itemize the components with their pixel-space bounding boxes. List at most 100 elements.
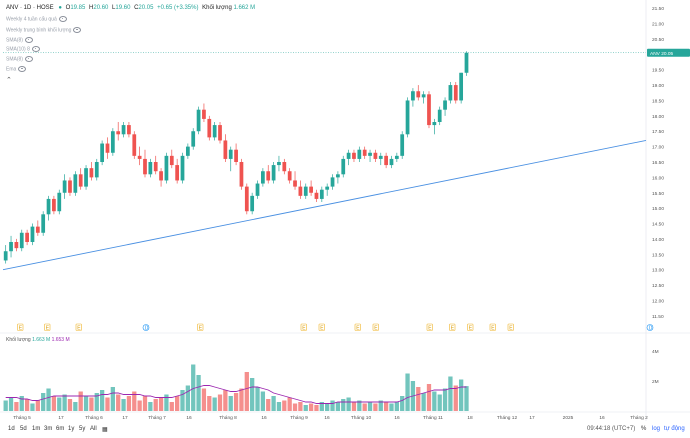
eye-icon[interactable] [58,16,67,22]
candle [94,158,99,181]
earnings-marker [426,323,433,331]
auto-toggle[interactable]: tự động [664,426,685,432]
trendline [2,140,647,271]
candle [19,229,24,252]
candle [218,122,222,144]
candle [346,149,351,166]
timeframe-1y[interactable]: 1y [68,426,75,432]
candle [373,149,378,162]
indicator-row-1[interactable]: Weekly 4 tuần cấu quá [6,16,67,22]
candle-body [303,186,308,196]
volume-bar [325,403,330,411]
eye-icon[interactable] [24,37,33,43]
event-marker-label: E [77,326,81,332]
volume-bar [196,375,201,411]
volume-bar [158,397,164,411]
candle-body [84,168,88,187]
timeframe-5d[interactable]: 5d [20,426,27,432]
eye-icon[interactable] [18,66,27,72]
indicator-row-6[interactable]: Ema [6,66,27,72]
indicator-row-5[interactable]: SMA(8) [6,56,33,62]
candle-body [94,162,99,178]
dividend-marker [646,324,654,331]
price-tick-label: 14.50 [652,222,664,228]
candle-body [400,134,405,156]
volume-bar [62,394,67,411]
earnings-marker [354,323,361,331]
candle [121,122,126,138]
volume-tick-label: 2M [652,379,659,385]
candle [293,171,297,190]
timeframe-3m[interactable]: 3m [44,426,53,432]
eye-icon[interactable] [73,27,82,33]
candle-body [266,171,271,181]
candle-body [218,125,222,141]
volume-bar [67,399,73,411]
candle-body [62,180,67,193]
timeframe-all[interactable]: All [90,426,97,432]
candle-body [41,214,46,233]
time-tick-label: 16 [186,415,192,421]
candle [400,131,405,159]
time-tick-label: 16 [599,415,605,421]
candle [35,220,40,236]
price-tick-label: 13.50 [652,252,664,258]
volume-bar [175,396,180,411]
log-toggle[interactable]: log [652,426,661,432]
candle [148,158,153,178]
volume-bar [24,399,30,411]
candle-body [148,162,153,175]
candle [448,82,453,104]
earnings-marker [197,323,204,331]
volume-bar [271,396,276,411]
timeframe-1m[interactable]: 1m [32,426,41,432]
candle [378,152,383,166]
candle-body [368,152,372,156]
candle-body [121,125,126,135]
timeframe-1d[interactable]: 1d [8,426,15,432]
candle [389,155,394,169]
indicator-row-2[interactable]: Weekly trung bình khối lượng [6,27,82,33]
candle [437,106,442,126]
candle [319,186,324,202]
timeframe-6m[interactable]: 6m [56,426,65,432]
volume-bar [292,403,298,411]
timeframe-5y[interactable]: 5y [79,426,86,432]
candle [169,149,174,169]
time-tick-label: Tháng 12 [497,415,518,421]
indicator-row-4[interactable]: SMA(10) 8 [6,46,40,52]
event-marker-label: E [320,326,324,332]
last-price-tag-text: ANV 20.05 [650,51,674,57]
candle-body [261,171,265,184]
candle [175,158,180,184]
price-tick-label: 12.50 [652,283,664,289]
eye-icon[interactable] [31,46,40,52]
candle-body [175,165,180,181]
candle-body [416,91,421,98]
change-value: +0.65 (+3.35%) [157,5,199,11]
volume-bar [351,402,357,411]
indicator-row-3[interactable]: SMA(8) [6,37,33,43]
eye-icon[interactable] [24,56,33,62]
candle-body [153,162,158,172]
percent-toggle[interactable]: % [641,426,647,432]
calendar-icon[interactable]: ▦ [102,427,108,433]
candle [116,122,121,141]
candle-body [212,125,217,138]
candle [427,91,431,129]
collapse-chevron-icon[interactable]: ⌃ [6,77,12,84]
price-tick-label: 20.50 [652,37,664,43]
price-tick-label: 14.00 [652,237,664,243]
volume-bar [319,402,324,411]
candle-body [427,94,431,126]
time-tick-label: 2025 [563,415,574,421]
volume-bar [437,394,442,411]
price-tick-label: 15.50 [652,191,664,197]
candle-body [352,152,356,159]
candle [453,82,458,104]
candle-body [73,174,78,193]
volume-bar [282,400,287,411]
candle [212,122,217,141]
candle-body [169,155,174,166]
